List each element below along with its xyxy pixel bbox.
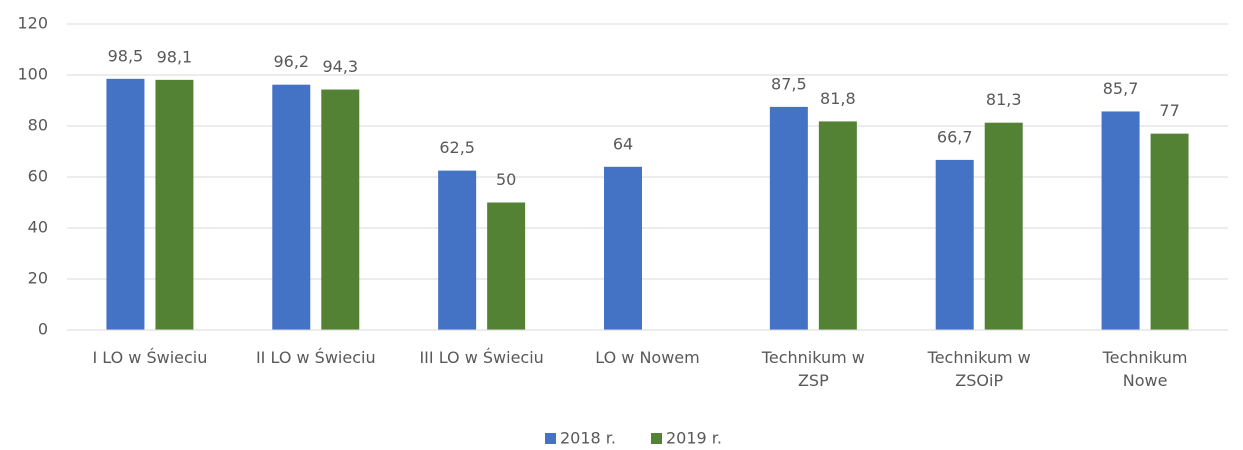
y-tick-label: 40 xyxy=(28,218,48,237)
y-tick-label: 0 xyxy=(38,320,48,339)
y-tick-label: 20 xyxy=(28,269,48,288)
value-label: 85,7 xyxy=(1103,79,1139,98)
value-label: 64 xyxy=(613,134,633,153)
legend-swatch xyxy=(651,433,662,444)
x-tick-label: I LO w Świeciu xyxy=(92,348,208,367)
y-tick-label: 100 xyxy=(17,65,48,84)
legend-label: 2019 r. xyxy=(666,429,722,448)
x-tick-label: Technikum Nowe xyxy=(1102,348,1188,390)
x-tick-label: Technikum w ZSP xyxy=(761,348,865,390)
y-tick-label: 120 xyxy=(17,14,48,33)
bar xyxy=(487,202,526,330)
value-label: 81,8 xyxy=(820,89,856,108)
bar xyxy=(106,78,145,330)
bar xyxy=(935,159,974,330)
value-label: 77 xyxy=(1159,101,1179,120)
x-tick-label: II LO w Świeciu xyxy=(255,348,376,367)
value-label: 96,2 xyxy=(273,52,309,71)
bar xyxy=(272,84,311,330)
value-label: 94,3 xyxy=(322,57,358,76)
x-tick-label: Technikum w ZSOiP xyxy=(927,348,1031,390)
bar xyxy=(1101,111,1140,330)
bar xyxy=(604,166,642,330)
value-label: 62,5 xyxy=(439,138,475,157)
legend-label: 2018 r. xyxy=(560,429,616,448)
legend-swatch xyxy=(545,433,556,444)
bar xyxy=(321,89,360,330)
x-tick-label: III LO w Świeciu xyxy=(419,348,544,367)
bar xyxy=(769,106,808,330)
value-label: 87,5 xyxy=(771,74,807,93)
bar xyxy=(818,121,857,330)
value-label: 98,5 xyxy=(108,46,144,65)
value-label: 81,3 xyxy=(986,90,1022,109)
y-tick-label: 80 xyxy=(28,116,48,135)
bar xyxy=(984,122,1023,330)
value-label: 66,7 xyxy=(937,127,973,146)
bar xyxy=(1150,133,1189,330)
y-tick-label: 60 xyxy=(28,167,48,186)
value-label: 50 xyxy=(496,170,516,189)
bar xyxy=(155,79,194,330)
bar xyxy=(438,170,477,330)
value-label: 98,1 xyxy=(157,47,193,66)
x-tick-label: LO w Nowem xyxy=(595,348,700,367)
